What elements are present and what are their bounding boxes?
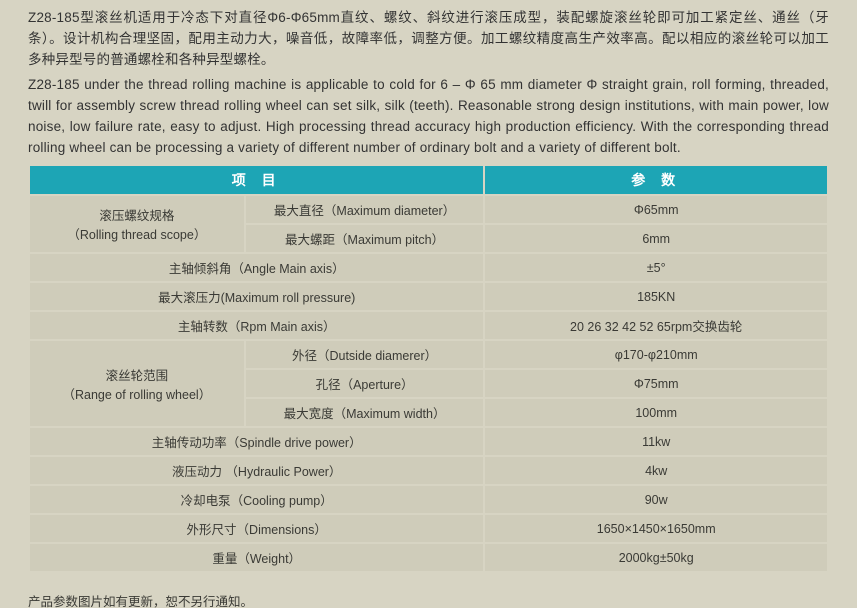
- cooling-label: 冷却电泵（Cooling pump）: [29, 485, 484, 514]
- outside-val: φ170-φ210mm: [484, 340, 828, 369]
- max-dia-label: 最大直径（Maximum diameter）: [245, 195, 485, 224]
- hydraulic-val: 4kw: [484, 456, 828, 485]
- paragraph-english: Z28-185 under the thread rolling machine…: [28, 75, 829, 159]
- table-row: 液压动力 （Hydraulic Power） 4kw: [29, 456, 828, 485]
- table-row: 主轴倾斜角（Angle Main axis） ±5°: [29, 253, 828, 282]
- table-row: 最大滚压力(Maximum roll pressure) 185KN: [29, 282, 828, 311]
- aperture-label: 孔径（Aperture）: [245, 369, 485, 398]
- spindle-label: 主轴传动功率（Spindle drive power）: [29, 427, 484, 456]
- table-row: 滚压螺纹规格 （Rolling thread scope） 最大直径（Maxim…: [29, 195, 828, 224]
- table-row: 冷却电泵（Cooling pump） 90w: [29, 485, 828, 514]
- angle-label: 主轴倾斜角（Angle Main axis）: [29, 253, 484, 282]
- table-row: 滚丝轮范围 （Range of rolling wheel） 外径（Dutsid…: [29, 340, 828, 369]
- hydraulic-label: 液压动力 （Hydraulic Power）: [29, 456, 484, 485]
- cooling-val: 90w: [484, 485, 828, 514]
- angle-val: ±5°: [484, 253, 828, 282]
- rpm-label: 主轴转数（Rpm Main axis）: [29, 311, 484, 340]
- max-pitch-label: 最大螺距（Maximum pitch）: [245, 224, 485, 253]
- roll-press-val: 185KN: [484, 282, 828, 311]
- spec-table: 项 目 参 数 滚压螺纹规格 （Rolling thread scope） 最大…: [28, 164, 829, 573]
- table-row: 主轴传动功率（Spindle drive power） 11kw: [29, 427, 828, 456]
- rpm-val: 20 26 32 42 52 65rpm交换齿轮: [484, 311, 828, 340]
- dim-val: 1650×1450×1650mm: [484, 514, 828, 543]
- dim-label: 外形尺寸（Dimensions）: [29, 514, 484, 543]
- paragraph-chinese: Z28-185型滚丝机适用于冷态下对直径Φ6-Φ65mm直纹、螺纹、斜纹进行滚压…: [28, 8, 829, 71]
- table-row: 外形尺寸（Dimensions） 1650×1450×1650mm: [29, 514, 828, 543]
- weight-val: 2000kg±50kg: [484, 543, 828, 572]
- footnote: 产品参数图片如有更新，恕不另行通知。: [28, 591, 829, 608]
- aperture-val: Φ75mm: [484, 369, 828, 398]
- table-row: 主轴转数（Rpm Main axis） 20 26 32 42 52 65rpm…: [29, 311, 828, 340]
- spindle-val: 11kw: [484, 427, 828, 456]
- header-item: 项 目: [29, 165, 484, 195]
- wheel-label: 滚丝轮范围 （Range of rolling wheel）: [29, 340, 245, 427]
- maxwidth-val: 100mm: [484, 398, 828, 427]
- scope-label: 滚压螺纹规格 （Rolling thread scope）: [29, 195, 245, 253]
- table-header-row: 项 目 参 数: [29, 165, 828, 195]
- header-param: 参 数: [484, 165, 828, 195]
- max-dia-val: Φ65mm: [484, 195, 828, 224]
- maxwidth-label: 最大宽度（Maximum width）: [245, 398, 485, 427]
- roll-press-label: 最大滚压力(Maximum roll pressure): [29, 282, 484, 311]
- table-row: 重量（Weight） 2000kg±50kg: [29, 543, 828, 572]
- outside-label: 外径（Dutside diamerer）: [245, 340, 485, 369]
- max-pitch-val: 6mm: [484, 224, 828, 253]
- weight-label: 重量（Weight）: [29, 543, 484, 572]
